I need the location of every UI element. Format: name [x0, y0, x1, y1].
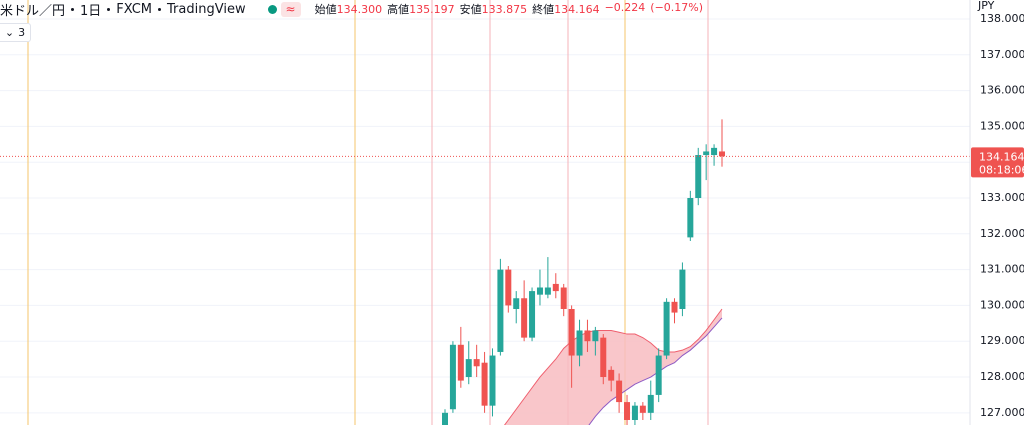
- y-tick-label: 132.000: [980, 227, 1024, 240]
- status-badge[interactable]: ≈: [267, 1, 301, 17]
- market-dot: [267, 4, 277, 14]
- candle-body: [584, 330, 591, 342]
- ohlc-label: 高値: [387, 3, 410, 16]
- candle-body: [608, 369, 615, 381]
- candle-body: [544, 287, 551, 295]
- ohlc-value: 133.875: [481, 3, 528, 16]
- candle-body: [695, 155, 702, 198]
- candle-body: [711, 147, 718, 156]
- candle-body: [647, 394, 654, 413]
- y-tick-label: 128.000: [980, 370, 1024, 383]
- cloud-line: [503, 308, 723, 425]
- source: FXCM: [116, 1, 153, 17]
- y-tick-label: 129.000: [980, 334, 1024, 347]
- candle-body: [600, 337, 607, 378]
- candle-body: [489, 355, 496, 406]
- candle-body: [671, 301, 678, 313]
- candle-body: [576, 330, 583, 356]
- price-axis: 127.000 128.000 129.000 130.000 131.000 132.0…: [971, 12, 1024, 419]
- separator: [71, 7, 75, 11]
- candle-body: [568, 308, 575, 356]
- candle-body: [521, 298, 528, 338]
- ohlc: 始値134.300 高値135.197 安値133.875 終値134.164 …: [315, 1, 703, 17]
- ohlc-label: 安値: [459, 3, 482, 16]
- y-tick-label: 133.000: [980, 191, 1024, 204]
- cloud-fill: [504, 308, 722, 425]
- price-tag-label: 134.164: [979, 150, 1024, 163]
- grid: [0, 18, 970, 414]
- y-tick-label: 135.000: [980, 119, 1024, 132]
- y-tick-label: 127.000: [980, 406, 1024, 419]
- candle-body: [481, 362, 488, 406]
- countdown: 08:18:06: [979, 163, 1024, 176]
- candle-body: [457, 344, 464, 381]
- cloud: [503, 308, 723, 425]
- change-pct: (−0.17%): [650, 1, 704, 14]
- y-tick-label: 137.000: [980, 48, 1024, 61]
- wave-icon: ≈: [280, 1, 301, 17]
- ohlc-label: 始値: [314, 3, 337, 16]
- ohlc-value: 135.197: [409, 3, 455, 16]
- symbol: 米ドル／円: [0, 3, 66, 19]
- candle-body: [442, 412, 448, 425]
- interval: 1日: [80, 3, 102, 19]
- candle-body: [560, 287, 567, 309]
- candle-body: [592, 330, 599, 342]
- candle-body: [449, 344, 456, 410]
- change: −0.224: [604, 1, 646, 14]
- candle-body: [703, 151, 710, 156]
- y-tick-label: 138.000: [980, 12, 1024, 25]
- candle-body: [497, 269, 504, 352]
- candle-body: [624, 402, 631, 420]
- platform: TradingView: [167, 1, 246, 17]
- separator: [107, 7, 111, 11]
- candle-body: [465, 359, 472, 378]
- candle-body: [529, 291, 536, 338]
- ohlc-value: 134.164: [554, 3, 600, 16]
- ohlc-value: 134.300: [336, 3, 383, 16]
- candle-body: [552, 283, 559, 292]
- indicator-count: 3: [18, 26, 26, 39]
- ohlc-label: 終値: [532, 3, 555, 16]
- currency: JPY: [977, 0, 995, 12]
- candle-body: [639, 405, 646, 413]
- header: 米ドル／円 1日 FXCM TradingView ≈ 始値134.300 高値…: [0, 0, 703, 19]
- separator: [158, 7, 162, 11]
- candle-body: [663, 301, 670, 356]
- candle-body: [513, 298, 520, 309]
- candle-body: [679, 269, 686, 309]
- candle-body: [473, 359, 480, 367]
- candle-body: [631, 405, 638, 420]
- candles: [0, 119, 970, 425]
- candle-body: [718, 151, 725, 157]
- candle-body: [655, 355, 662, 395]
- y-tick-label: 131.000: [980, 263, 1024, 276]
- indicator-toggle[interactable]: ⌄ 3: [0, 23, 31, 42]
- y-tick-label: 130.000: [980, 298, 1024, 311]
- price-tag: [971, 147, 1024, 178]
- candle-body: [616, 380, 623, 403]
- candle-body: [505, 269, 512, 306]
- y-tick-label: 136.000: [980, 84, 1024, 97]
- candle-body: [536, 287, 543, 295]
- chevron: ⌄: [4, 26, 15, 39]
- candle-body: [687, 197, 694, 238]
- cloud-line: [588, 317, 723, 425]
